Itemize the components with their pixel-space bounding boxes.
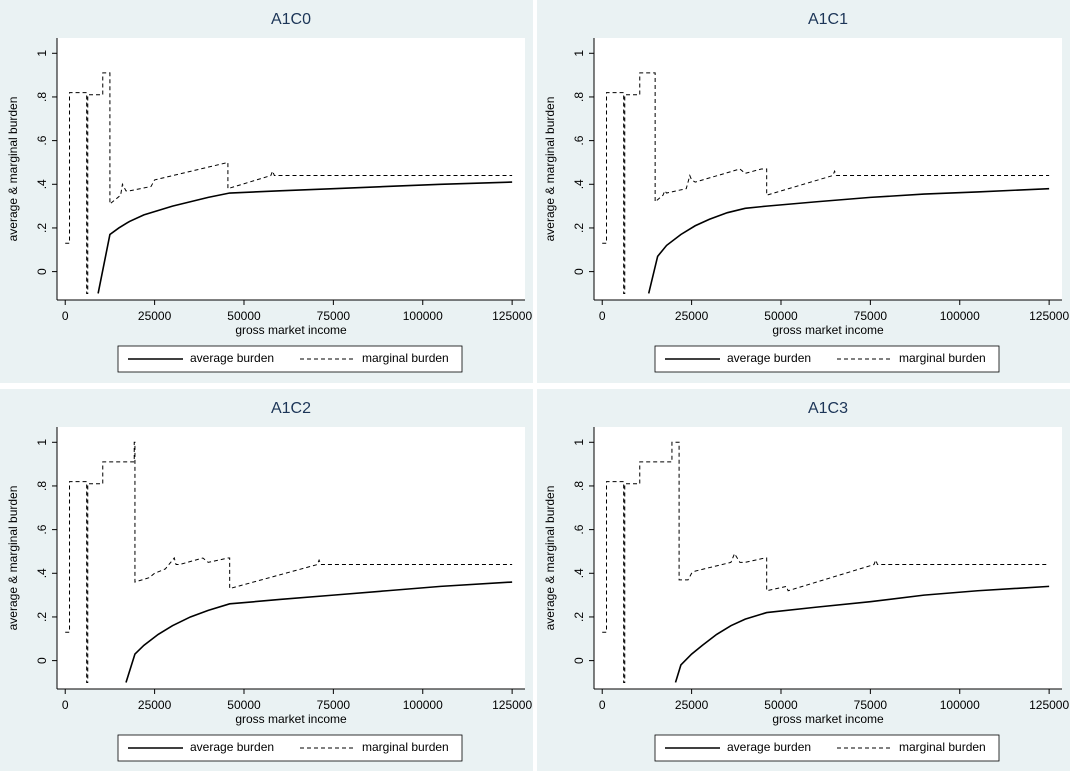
y-tick-label: .6 xyxy=(35,135,49,145)
y-tick-label: 1 xyxy=(35,439,49,446)
y-tick-label: .6 xyxy=(35,524,49,534)
legend-label: average burden xyxy=(190,351,274,365)
data-line xyxy=(65,441,513,683)
y-tick-label: .6 xyxy=(572,135,586,145)
legend-label: marginal burden xyxy=(362,351,449,365)
data-line xyxy=(602,72,1050,294)
chart-title: A1C3 xyxy=(808,400,848,417)
data-line xyxy=(602,441,1050,683)
x-tick-label: 25000 xyxy=(138,309,172,323)
x-axis-title: gross market income xyxy=(772,323,884,337)
x-tick-label: 50000 xyxy=(764,698,798,712)
x-tick-label: 75000 xyxy=(854,309,888,323)
legend-box xyxy=(117,345,463,373)
y-axis-title: average & marginal burden xyxy=(543,97,557,242)
x-tick-label: 50000 xyxy=(227,309,261,323)
data-line xyxy=(647,187,1050,294)
x-tick-label: 100000 xyxy=(940,309,980,323)
chart-panel: A1C2 0 .2 .4 .6 .8 1 0 25000 50000 75000 100000 1250… xyxy=(0,389,533,772)
chart-title: A1C2 xyxy=(271,400,311,417)
x-tick-label: 25000 xyxy=(138,698,172,712)
x-tick-label: 125000 xyxy=(492,309,532,323)
x-tick-label: 0 xyxy=(62,309,69,323)
x-tick-label: 100000 xyxy=(940,698,980,712)
x-tick-label: 0 xyxy=(599,309,606,323)
y-tick-label: 0 xyxy=(35,268,49,275)
legend-label: marginal burden xyxy=(899,351,986,365)
plot-area xyxy=(57,427,525,689)
data-line xyxy=(125,581,513,683)
legend-label: average burden xyxy=(727,740,811,754)
y-axis-title: average & marginal burden xyxy=(543,486,557,631)
chart-panel: A1C0 0 .2 .4 .6 .8 1 0 25000 50000 75000 100000 1250… xyxy=(0,0,533,383)
y-tick-label: .4 xyxy=(572,568,586,578)
x-tick-label: 125000 xyxy=(492,698,532,712)
y-tick-label: .2 xyxy=(572,612,586,622)
chart-panel: A1C1 0 .2 .4 .6 .8 1 0 25000 50000 75000 100000 1250… xyxy=(537,0,1070,383)
y-tick-label: .4 xyxy=(35,179,49,189)
x-tick-label: 50000 xyxy=(227,698,261,712)
x-axis-title: gross market income xyxy=(772,712,884,726)
y-axis-title: average & marginal burden xyxy=(6,486,20,631)
y-tick-label: .8 xyxy=(35,92,49,102)
y-tick-label: .8 xyxy=(572,481,586,491)
y-tick-label: 1 xyxy=(35,50,49,57)
y-tick-label: 1 xyxy=(572,50,586,57)
x-axis-title: gross market income xyxy=(235,712,347,726)
x-tick-label: 75000 xyxy=(317,309,351,323)
legend-label: marginal burden xyxy=(899,740,986,754)
data-line xyxy=(674,585,1050,683)
x-tick-label: 100000 xyxy=(403,698,443,712)
y-tick-label: .4 xyxy=(572,179,586,189)
y-tick-label: .8 xyxy=(35,481,49,491)
x-tick-label: 25000 xyxy=(675,698,709,712)
x-tick-label: 75000 xyxy=(854,698,888,712)
legend-label: average burden xyxy=(727,351,811,365)
x-tick-label: 50000 xyxy=(764,309,798,323)
x-axis-title: gross market income xyxy=(235,323,347,337)
x-tick-label: 0 xyxy=(599,698,606,712)
y-tick-label: .6 xyxy=(572,524,586,534)
y-tick-label: .8 xyxy=(572,92,586,102)
y-tick-label: 1 xyxy=(572,439,586,446)
y-axis-title: average & marginal burden xyxy=(6,97,20,242)
y-tick-label: .2 xyxy=(572,223,586,233)
chart-title: A1C0 xyxy=(271,11,311,28)
x-tick-label: 125000 xyxy=(1029,698,1069,712)
legend-label: average burden xyxy=(190,740,274,754)
y-tick-label: 0 xyxy=(572,268,586,275)
x-tick-label: 100000 xyxy=(403,309,443,323)
chart-title: A1C1 xyxy=(808,11,848,28)
data-line xyxy=(97,181,513,294)
x-tick-label: 125000 xyxy=(1029,309,1069,323)
plot-area xyxy=(594,38,1062,300)
y-tick-label: .2 xyxy=(35,223,49,233)
plot-area xyxy=(57,38,525,300)
chart-panel: A1C3 0 .2 .4 .6 .8 1 0 25000 50000 75000 100000 1250… xyxy=(537,389,1070,772)
x-tick-label: 75000 xyxy=(317,698,351,712)
x-tick-label: 0 xyxy=(62,698,69,712)
plot-area xyxy=(594,427,1062,689)
legend-label: marginal burden xyxy=(362,740,449,754)
y-tick-label: .2 xyxy=(35,612,49,622)
y-tick-label: 0 xyxy=(35,657,49,664)
y-tick-label: .4 xyxy=(35,568,49,578)
y-tick-label: 0 xyxy=(572,657,586,664)
x-tick-label: 25000 xyxy=(675,309,709,323)
